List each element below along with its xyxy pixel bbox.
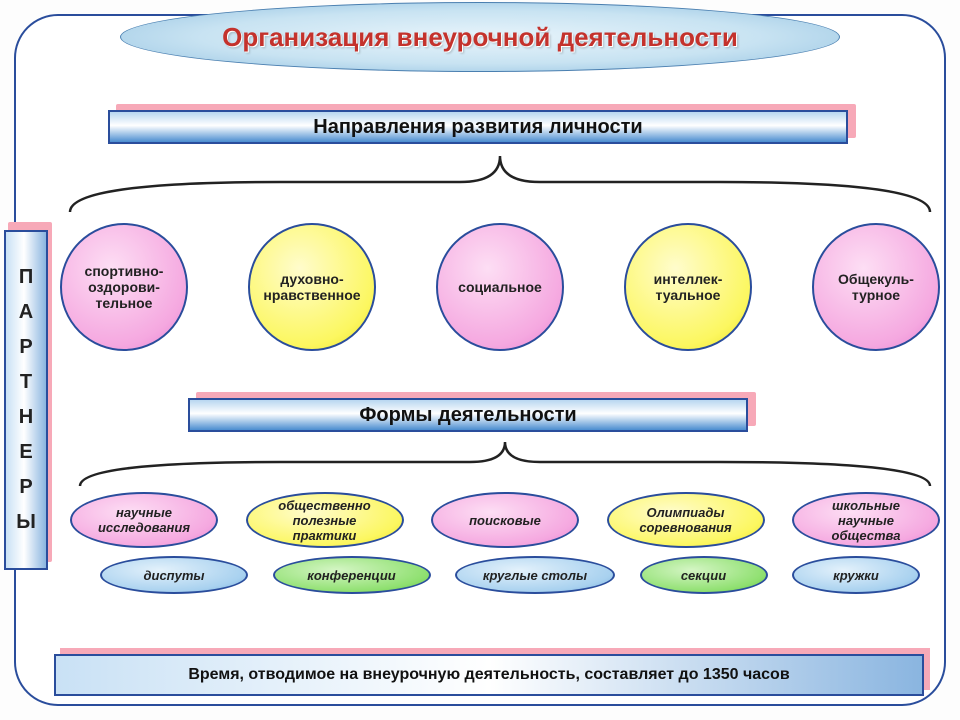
page-title: Организация внеурочной деятельности: [222, 22, 738, 53]
form-ellipse: школьные научные общества: [792, 492, 940, 548]
form-ellipse: круглые столы: [455, 556, 615, 594]
bar-forms-label: Формы деятельности: [359, 404, 576, 427]
circles-row: спортивно- оздорови- тельное духовно- нра…: [60, 222, 940, 352]
sidebar-letter: А: [19, 301, 33, 324]
form-ellipse: общественно полезные практики: [246, 492, 404, 548]
form-ellipse: Олимпиады соревнования: [607, 492, 765, 548]
bar-forms: Формы деятельности: [188, 398, 748, 432]
title-ellipse: Организация внеурочной деятельности: [120, 2, 840, 72]
ellipses-row-2: диспуты конференции круглые столы секции кру…: [100, 556, 920, 594]
direction-circle-0: спортивно- оздорови- тельное: [60, 223, 188, 351]
bar-directions: Направления развития личности: [108, 110, 848, 144]
direction-circle-4: Общекуль- турное: [812, 223, 940, 351]
sidebar-letter: Р: [19, 476, 32, 499]
form-ellipse: поисковые: [431, 492, 579, 548]
sidebar-letter: Р: [19, 336, 32, 359]
sidebar-letter: П: [19, 266, 33, 289]
direction-circle-2: социальное: [436, 223, 564, 351]
footer-bar: Время, отводимое на внеурочную деятельно…: [54, 654, 924, 696]
sidebar-partners: ПАРТНЕРЫ: [4, 230, 48, 570]
form-ellipse: диспуты: [100, 556, 248, 594]
form-ellipse: научные исследования: [70, 492, 218, 548]
form-ellipse: конференции: [273, 556, 431, 594]
sidebar-letter: Е: [19, 441, 32, 464]
footer-text: Время, отводимое на внеурочную деятельно…: [188, 666, 789, 684]
direction-circle-1: духовно- нравственное: [248, 223, 376, 351]
bar-directions-label: Направления развития личности: [313, 116, 642, 139]
form-ellipse: секции: [640, 556, 768, 594]
direction-circle-3: интеллек- туальное: [624, 223, 752, 351]
sidebar-letter: Т: [20, 371, 32, 394]
ellipses-row-1: научные исследования общественно полезные…: [70, 492, 940, 548]
sidebar-letter: Ы: [16, 511, 36, 534]
sidebar-letter: Н: [19, 406, 33, 429]
form-ellipse: кружки: [792, 556, 920, 594]
